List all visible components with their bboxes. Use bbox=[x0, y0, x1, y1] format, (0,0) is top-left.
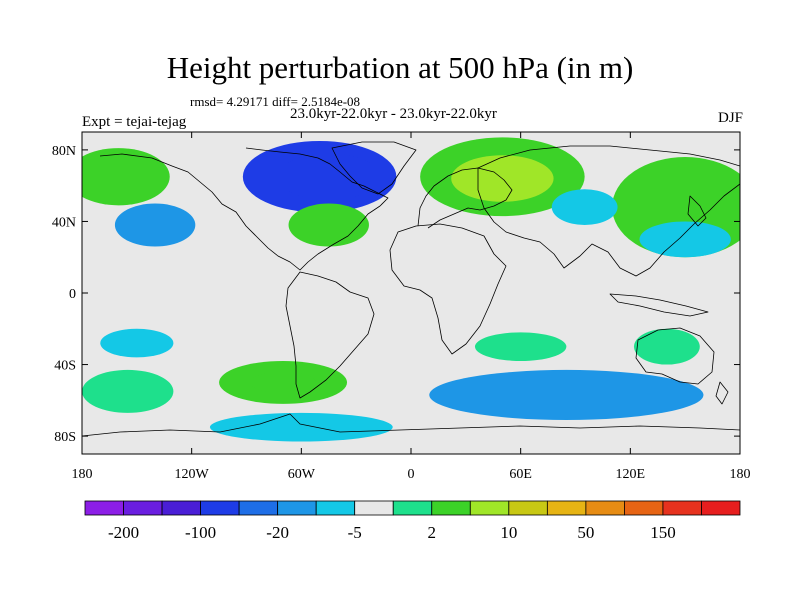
colorbar-label: -5 bbox=[348, 523, 362, 542]
coast-africa bbox=[389, 223, 507, 355]
colorbar-swatch bbox=[546, 500, 587, 516]
anomaly-south-pacific-low bbox=[100, 328, 174, 358]
anomaly-southern-ocean-low bbox=[429, 369, 704, 421]
colorbar-label: -200 bbox=[108, 523, 139, 542]
colorbar-label: 2 bbox=[428, 523, 437, 542]
chart-title: Height perturbation at 500 hPa (in m) bbox=[166, 50, 634, 85]
coastlines bbox=[82, 141, 740, 437]
colorbar: -200 -100 -20 -5 2 10 50 150 bbox=[84, 500, 741, 542]
x-tick-label: 180 bbox=[730, 467, 751, 482]
colorbar-swatch bbox=[315, 500, 356, 516]
colorbar-swatch bbox=[508, 500, 548, 516]
colorbar-swatch bbox=[431, 500, 471, 516]
anomaly-southwest-pacific-high bbox=[82, 369, 174, 413]
colorbar-swatch bbox=[200, 500, 240, 516]
y-tick-label: 80N bbox=[52, 144, 76, 159]
stats-label: rmsd= 4.29171 diff= 2.5184e-08 bbox=[190, 94, 361, 109]
colorbar-swatch bbox=[701, 500, 741, 516]
season-label: DJF bbox=[717, 110, 743, 126]
anomaly-north-pacific-high bbox=[82, 148, 170, 206]
anomaly-east-asia-low bbox=[551, 189, 618, 226]
colorbar-label: 150 bbox=[650, 523, 676, 542]
anomaly-west-pacific-low bbox=[639, 221, 731, 258]
coast-japan bbox=[687, 195, 707, 227]
coast-new-zealand bbox=[715, 381, 729, 405]
colorbar-label: 10 bbox=[500, 523, 517, 542]
colorbar-swatch bbox=[238, 500, 279, 516]
y-tick-label: 40N bbox=[52, 215, 76, 230]
experiment-label: Expt = tejai-tejag bbox=[82, 114, 187, 130]
colorbar-swatch bbox=[123, 500, 163, 516]
anomaly-antarctic-low bbox=[209, 412, 393, 442]
periods-label: 23.0kyr-22.0kyr - 23.0kyr-22.0kyr bbox=[290, 106, 497, 122]
colorbar-swatch bbox=[277, 500, 317, 516]
coast-australia bbox=[635, 327, 715, 385]
coast-south-america bbox=[285, 271, 375, 399]
anomaly-north-atlantic-low-core bbox=[277, 153, 380, 200]
coast-indonesia bbox=[609, 293, 709, 317]
coast-antarctica bbox=[82, 413, 740, 437]
colorbar-swatch bbox=[161, 500, 201, 516]
x-tick-label: 180 bbox=[72, 467, 93, 482]
x-tick-label: 60W bbox=[288, 467, 316, 482]
x-tick-label: 120W bbox=[175, 467, 210, 482]
colorbar-swatch bbox=[354, 500, 394, 516]
colorbar-swatch bbox=[585, 500, 625, 516]
anomaly-patagonia-high-core bbox=[250, 371, 316, 394]
y-tick-label: 0 bbox=[69, 287, 76, 302]
anomaly-atlantic-high bbox=[288, 203, 369, 247]
coast-north-america bbox=[99, 147, 389, 271]
coast-europe bbox=[417, 167, 513, 229]
colorbar-swatch bbox=[662, 500, 702, 516]
colorbar-swatch bbox=[624, 500, 664, 516]
anomaly-layer bbox=[82, 137, 740, 442]
map-area bbox=[82, 132, 740, 454]
x-tick-label: 0 bbox=[408, 467, 415, 482]
coast-asia bbox=[477, 145, 740, 277]
x-axis: 180 120W 60W 0 60E 120E 180 bbox=[72, 132, 751, 482]
y-axis: 80N 40N 0 40S 80S bbox=[52, 144, 740, 445]
colorbar-swatch bbox=[392, 500, 433, 516]
colorbar-swatch bbox=[84, 500, 124, 516]
colorbar-label: -20 bbox=[266, 523, 289, 542]
anomaly-east-pacific-low bbox=[114, 203, 196, 247]
colorbar-label: 50 bbox=[577, 523, 594, 542]
x-tick-label: 120E bbox=[616, 467, 646, 482]
x-tick-label: 60E bbox=[509, 467, 532, 482]
y-tick-label: 80S bbox=[54, 430, 76, 445]
y-tick-label: 40S bbox=[54, 359, 76, 374]
colorbar-label: -100 bbox=[185, 523, 216, 542]
coast-greenland bbox=[331, 141, 417, 195]
anomaly-australia-high bbox=[633, 328, 700, 365]
anomaly-indian-ocean-high bbox=[474, 332, 567, 361]
colorbar-swatch bbox=[469, 500, 510, 516]
